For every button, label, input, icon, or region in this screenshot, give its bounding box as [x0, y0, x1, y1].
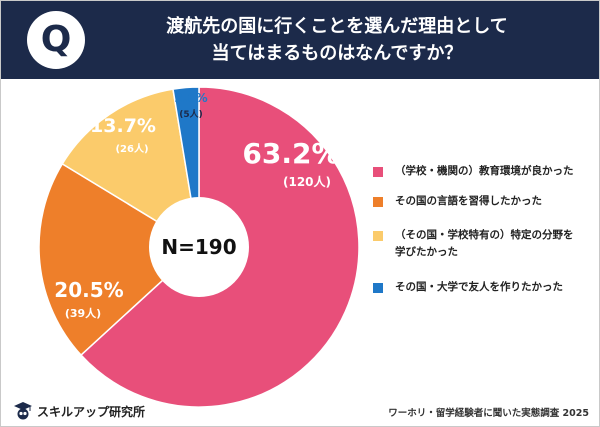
- donut-hole: [149, 197, 249, 297]
- legend: （学校・機関の）教育環境が良かった その国の言語を習得したかった （その国・学校…: [373, 163, 593, 299]
- legend-item: （学校・機関の）教育環境が良かった: [373, 163, 593, 193]
- legend-label-line2: 学びたかった: [395, 246, 458, 258]
- legend-label: （学校・機関の）教育環境が良かった: [395, 165, 574, 177]
- header-bar: Q 渡航先の国に行くことを選んだ理由として 当てはまるものはなんですか？: [1, 1, 599, 79]
- legend-swatch: [373, 283, 383, 293]
- slice-count-label: (39人): [65, 306, 101, 320]
- slice-percent-label: 13.7%: [90, 115, 156, 137]
- brand-name: スキルアップ研究所: [37, 405, 146, 419]
- chart-title: 渡航先の国に行くことを選んだ理由として 当てはまるものはなんですか？: [97, 13, 577, 67]
- legend-label: その国の言語を習得したかった: [395, 195, 542, 207]
- legend-label: （その国・学校特有の）特定の分野を: [395, 229, 574, 241]
- legend-item: その国・大学で友人を作りたかった: [373, 279, 593, 299]
- center-label: N=190: [161, 235, 236, 259]
- legend-swatch: [373, 197, 383, 207]
- legend-item: その国の言語を習得したかった: [373, 193, 593, 227]
- legend-swatch: [373, 167, 383, 177]
- slice-percent-label: 63.2%: [242, 137, 339, 170]
- pie-slice: [38, 162, 201, 357]
- slice-count-label: (26人): [115, 142, 148, 155]
- source-note: ワーホリ・留学経験者に聞いた実態調査 2025: [388, 408, 589, 419]
- slice-percent-label: 2.6%: [174, 91, 207, 105]
- legend-item: （その国・学校特有の）特定の分野を 学びたかった: [373, 227, 593, 279]
- pie-slice: [61, 88, 201, 249]
- legend-swatch: [373, 231, 383, 241]
- question-badge: Q: [27, 11, 85, 69]
- slice-count-label: (5人): [179, 108, 203, 120]
- legend-label: その国・大学で友人を作りたかった: [395, 281, 563, 293]
- slice-percent-label: 20.5%: [54, 278, 123, 302]
- question-badge-letter: Q: [40, 19, 72, 60]
- brand-logo: スキルアップ研究所: [13, 401, 145, 423]
- chart-title-line2: 当てはまるものはなんですか？: [211, 43, 463, 64]
- graduation-cap-owl-icon: [14, 402, 32, 420]
- chart-title-line1: 渡航先の国に行くことを選んだ理由として: [166, 16, 508, 37]
- slice-count-label: (120人): [283, 174, 331, 189]
